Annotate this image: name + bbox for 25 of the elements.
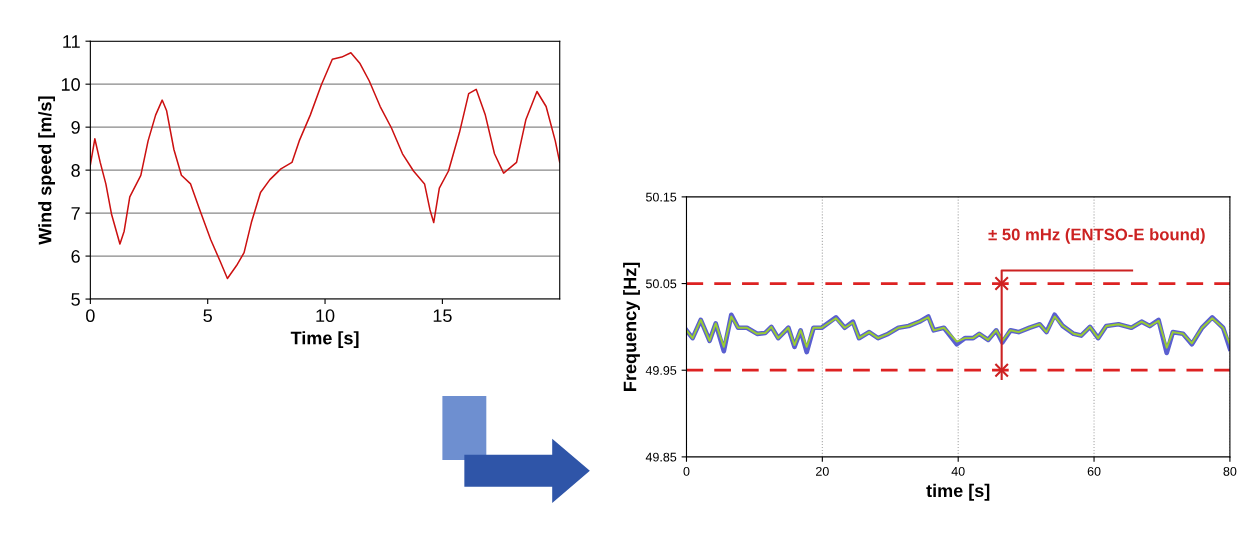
x-tick-label: 5 (203, 309, 212, 323)
x-tick-label: 80 (1223, 466, 1237, 476)
x-tick-label: 15 (433, 309, 452, 323)
x-axis-title: time [s] (926, 483, 990, 501)
y-tick-label: 11 (63, 35, 80, 48)
y-tick-label: 8 (71, 164, 80, 177)
y-tick-label: 6 (71, 250, 80, 263)
y-tick-label: 50.15 (645, 192, 677, 202)
y-tick-label: 49.85 (645, 452, 677, 462)
x-tick-label: 40 (951, 466, 965, 476)
annotation: ± 50 mHz (ENTSO-E bound) (988, 228, 1205, 244)
y-tick-label: 49.95 (645, 366, 677, 375)
y-axis-title: Frequency [Hz] (623, 262, 640, 391)
x-tick-label: 20 (816, 466, 829, 476)
y-tick-label: 7 (71, 207, 80, 220)
x-tick-label: 0 (86, 309, 95, 323)
y-axis-title: Wind speed [m/s] (38, 96, 55, 245)
x-axis-title: Time [s] (290, 331, 359, 349)
x-tick-label: 60 (1087, 466, 1101, 476)
y-tick-label: 10 (61, 78, 80, 91)
y-tick-label: 9 (71, 121, 80, 134)
x-tick-label: 10 (316, 309, 335, 323)
y-tick-label: 5 (71, 293, 80, 306)
y-tick-label: 50.05 (645, 279, 677, 289)
x-tick-label: 0 (683, 466, 690, 476)
